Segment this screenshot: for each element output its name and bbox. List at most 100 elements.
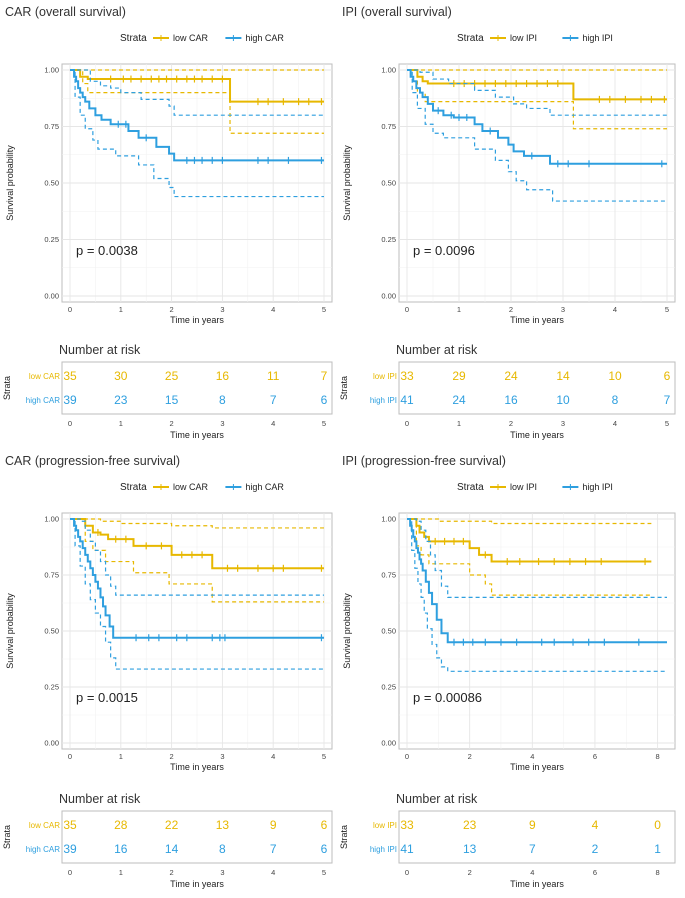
risk-count-high: 6	[321, 393, 328, 407]
risk-count-low: 14	[556, 369, 570, 383]
y-tick-label: 0.75	[44, 571, 59, 580]
plot-area	[61, 512, 333, 750]
risk-x-tick-label: 3	[561, 419, 565, 428]
x-axis-label: Time in years	[510, 315, 564, 325]
risk-count-high: 39	[63, 842, 77, 856]
x-axis-label: Time in years	[510, 762, 564, 772]
y-tick-label: 1.00	[44, 515, 59, 524]
risk-table-title: Number at risk	[396, 792, 478, 806]
legend-label-high: high IPI	[582, 482, 613, 492]
x-tick-label: 4	[271, 752, 275, 761]
high-upper-ci-line	[407, 69, 667, 116]
legend: Strata low IPI high IPI	[457, 33, 613, 44]
plot-area	[398, 63, 676, 303]
x-tick-label: 0	[405, 752, 409, 761]
risk-count-low: 16	[216, 369, 230, 383]
risk-count-low: 28	[114, 818, 128, 832]
risk-count-low: 35	[63, 369, 77, 383]
risk-x-tick-label: 1	[119, 419, 123, 428]
legend: Strata low CAR high CAR	[120, 33, 284, 44]
risk-count-low: 13	[216, 818, 230, 832]
risk-table: Number at risk 0 2 4 6 8 Time in years Strata lo…	[339, 792, 676, 889]
series-low	[70, 518, 324, 603]
risk-count-high: 7	[270, 393, 277, 407]
risk-x-tick-label: 4	[271, 868, 275, 877]
legend-label-high: high CAR	[245, 33, 284, 43]
risk-table-border	[398, 810, 676, 864]
x-tick-label: 1	[119, 305, 123, 314]
risk-row-label-high: high CAR	[26, 396, 60, 405]
risk-count-low: 35	[63, 818, 77, 832]
legend-title: Strata	[457, 33, 484, 44]
chart-title: IPI (progression-free survival)	[342, 454, 506, 468]
risk-count-low: 23	[463, 818, 477, 832]
risk-row-label-high: high IPI	[370, 845, 397, 854]
x-tick-label: 2	[170, 752, 174, 761]
risk-x-tick-label: 4	[530, 868, 534, 877]
x-tick-label: 4	[613, 305, 617, 314]
risk-row-label-high: high IPI	[370, 396, 397, 405]
series-high	[407, 69, 667, 202]
chart-title: IPI (overall survival)	[342, 5, 452, 19]
legend-label-low: low CAR	[173, 482, 209, 492]
risk-count-low: 25	[165, 369, 179, 383]
risk-table: Number at risk 0 1 2 3 4 5 Time in years Strata l…	[2, 792, 333, 889]
legend-label-high: high CAR	[245, 482, 284, 492]
series-high	[407, 518, 667, 672]
high-upper-ci-line	[407, 518, 667, 598]
panel-car_os: CAR (overall survival) Strata low CAR high …	[2, 5, 333, 440]
risk-x-tick-label: 2	[170, 419, 174, 428]
panel-ipi_pfs: IPI (progression-free survival) Strata low…	[339, 454, 676, 889]
x-tick-label: 0	[68, 305, 72, 314]
legend-title: Strata	[457, 482, 484, 493]
y-tick-label: 0.75	[381, 122, 396, 131]
low-lower-ci-line	[70, 518, 324, 603]
y-tick-label: 1.00	[381, 66, 396, 75]
y-tick-label: 0.00	[381, 739, 396, 748]
high-lower-ci-line	[70, 69, 324, 198]
risk-count-low: 33	[400, 369, 414, 383]
x-tick-label: 2	[170, 305, 174, 314]
x-tick-label: 2	[509, 305, 513, 314]
risk-count-low: 6	[321, 818, 328, 832]
high-lower-ci-line	[407, 69, 667, 202]
risk-row-label-low: low IPI	[373, 372, 397, 381]
risk-count-low: 4	[592, 818, 599, 832]
y-tick-label: 1.00	[381, 515, 396, 524]
x-tick-label: 4	[530, 752, 534, 761]
risk-x-tick-label: 2	[468, 868, 472, 877]
high-lower-ci-line	[70, 518, 324, 670]
risk-row-label-low: low CAR	[29, 372, 60, 381]
risk-count-high: 2	[592, 842, 599, 856]
plot-area	[61, 63, 333, 303]
risk-count-high: 16	[504, 393, 518, 407]
high-upper-ci-line	[70, 518, 324, 596]
x-tick-label: 5	[322, 305, 326, 314]
risk-count-high: 14	[165, 842, 179, 856]
risk-table-border	[398, 361, 676, 415]
risk-count-high: 1	[654, 842, 661, 856]
legend-title: Strata	[120, 482, 147, 493]
low-survival-curve	[407, 518, 652, 563]
low-survival-curve	[70, 518, 324, 570]
y-tick-label: 0.25	[44, 235, 59, 244]
series-high	[70, 518, 324, 670]
risk-x-tick-label: 5	[665, 419, 669, 428]
risk-x-axis-label: Time in years	[510, 879, 564, 889]
risk-count-high: 24	[452, 393, 466, 407]
y-axis-label: Survival probability	[5, 145, 15, 221]
y-tick-label: 0.50	[44, 627, 59, 636]
risk-count-low: 0	[654, 818, 661, 832]
chart-title: CAR (progression-free survival)	[5, 454, 180, 468]
x-tick-label: 2	[468, 752, 472, 761]
plot-area	[398, 512, 676, 750]
risk-table-title: Number at risk	[59, 343, 141, 357]
risk-x-axis-label: Time in years	[170, 430, 224, 440]
risk-x-tick-label: 5	[322, 868, 326, 877]
low-upper-ci-line	[70, 518, 324, 529]
risk-count-high: 8	[219, 842, 226, 856]
risk-count-high: 8	[612, 393, 619, 407]
risk-count-low: 6	[664, 369, 671, 383]
risk-count-low: 33	[400, 818, 414, 832]
risk-x-tick-label: 2	[509, 419, 513, 428]
